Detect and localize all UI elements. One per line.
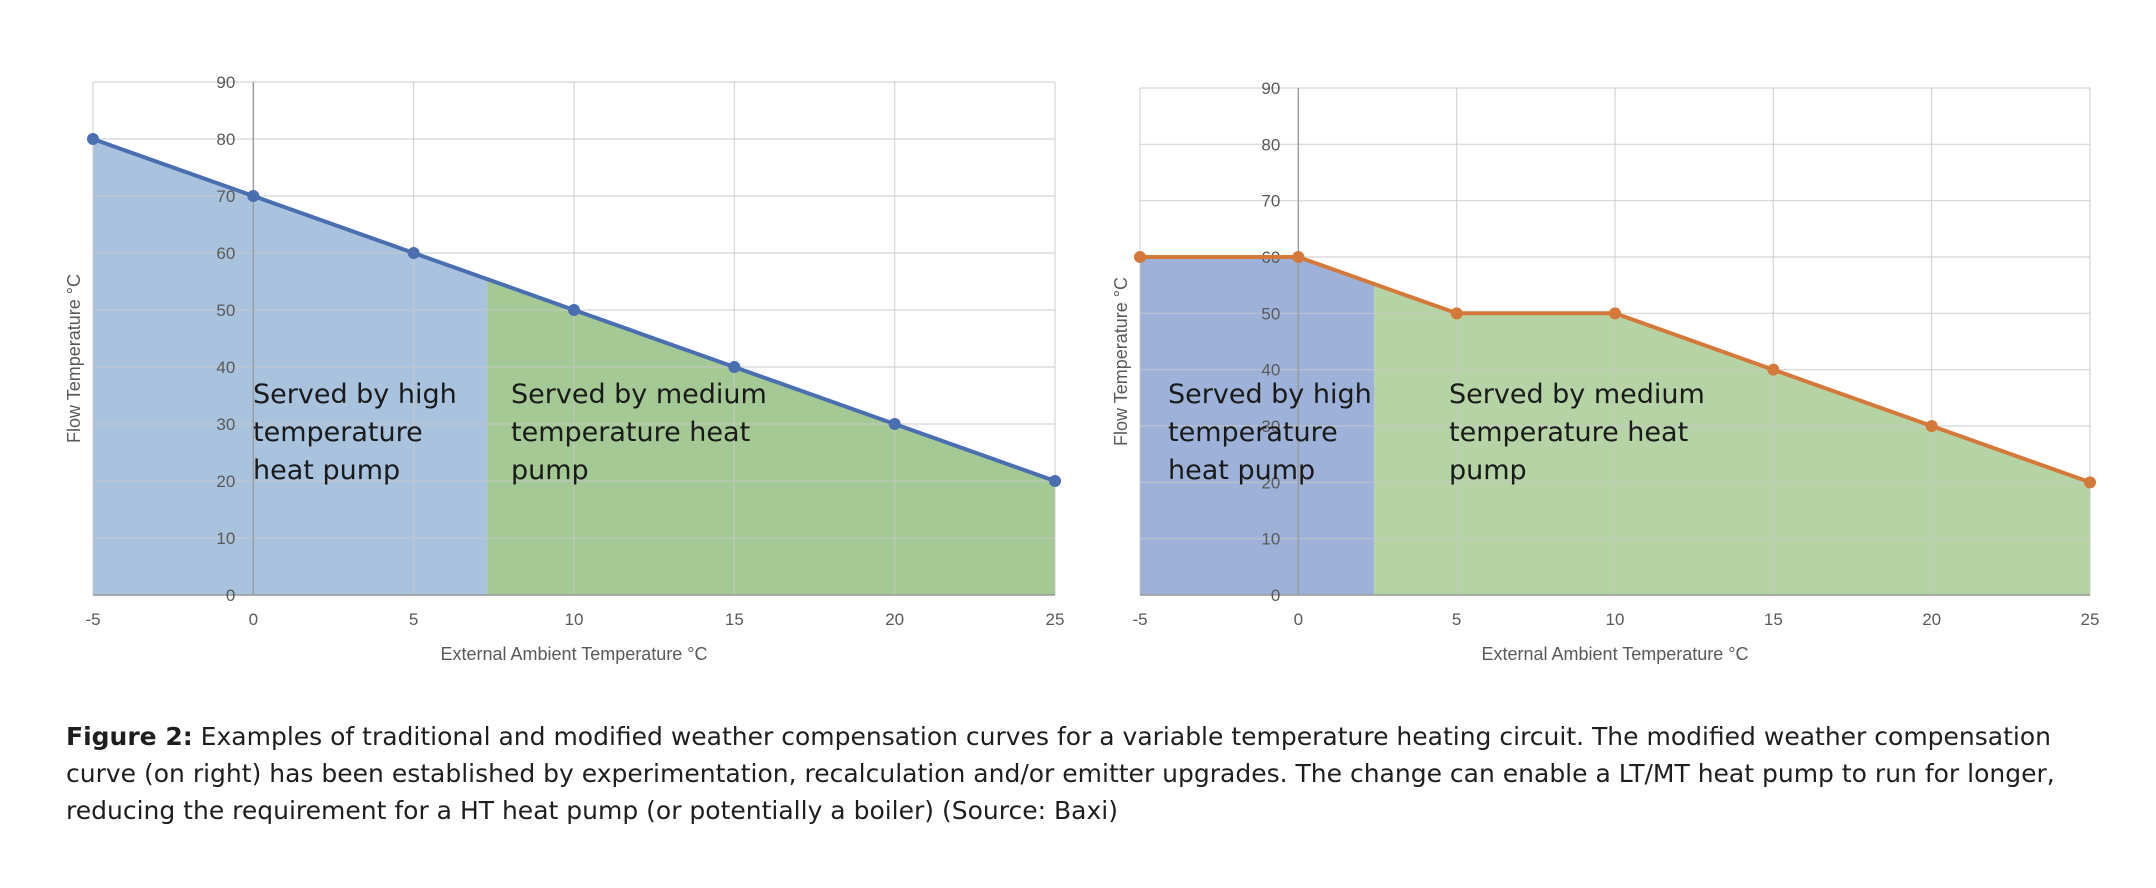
chart-1: 0 10 20 30 40 50 60 70 80 90 -5 0 5 10 15 20 25 External … <box>64 73 1064 664</box>
annotation-line: temperature <box>1168 417 1338 448</box>
y-tick-label: 0 <box>1271 586 1280 605</box>
y-tick-label: 50 <box>216 301 235 320</box>
annotation-medium-temp: Served by medium temperature heat pump <box>511 379 767 486</box>
x-tick-label: -5 <box>1132 610 1147 629</box>
y-tick-label: 30 <box>1261 417 1280 436</box>
x-tick-label: 15 <box>1764 610 1783 629</box>
data-point <box>568 304 580 316</box>
x-tick-label: 20 <box>885 610 904 629</box>
data-point <box>1049 475 1061 487</box>
region-medium-temp-area <box>1374 284 2090 595</box>
y-tick-label: 50 <box>1261 304 1280 323</box>
annotation-line: temperature heat <box>511 417 750 448</box>
caption-text: Examples of traditional and modified wea… <box>66 722 2055 825</box>
region-medium-temp-area <box>487 279 1055 595</box>
data-point <box>87 133 99 145</box>
annotation-medium-temp: Served by medium temperature heat pump <box>1449 379 1705 486</box>
x-tick-label: 0 <box>1294 610 1303 629</box>
y-axis-title: Flow Temperature °C <box>64 274 84 443</box>
data-point <box>247 190 260 202</box>
annotation-line: temperature heat <box>1449 417 1688 448</box>
x-tick-label: 25 <box>2081 610 2100 629</box>
x-tick-label: 5 <box>1452 610 1461 629</box>
y-tick-label: 30 <box>216 415 235 434</box>
y-tick-label: 20 <box>216 472 235 491</box>
data-point <box>1292 251 1305 263</box>
y-tick-label: 10 <box>216 529 235 548</box>
annotation-line: heat pump <box>1168 455 1315 486</box>
data-point <box>2084 476 2096 489</box>
y-axis-title: Flow Temperature °C <box>1111 277 1131 446</box>
figure-caption: Figure 2: Examples of traditional and mo… <box>66 718 2066 829</box>
y-tick-label: 90 <box>1261 79 1280 98</box>
annotation-line: temperature <box>253 417 423 448</box>
x-tick-label: 10 <box>1606 610 1625 629</box>
annotation-line: Served by high <box>253 379 457 410</box>
y-tick-label: 40 <box>1261 361 1280 380</box>
y-tick-label: 60 <box>216 244 235 263</box>
y-tick-label: 0 <box>226 586 235 605</box>
y-tick-label: 20 <box>1261 473 1280 492</box>
x-tick-label: 0 <box>249 610 258 629</box>
y-tick-label: 80 <box>216 130 235 149</box>
data-point <box>728 361 741 373</box>
data-point <box>407 247 420 259</box>
annotation-line: Served by medium <box>1449 379 1705 410</box>
data-point <box>1450 307 1463 320</box>
y-tick-label: 70 <box>216 187 235 206</box>
annotation-line: Served by medium <box>511 379 767 410</box>
data-point <box>1134 251 1146 263</box>
x-tick-label: -5 <box>85 610 100 629</box>
data-point <box>1925 420 1938 432</box>
caption-label: Figure 2: <box>66 722 193 751</box>
data-point <box>1767 363 1780 376</box>
data-point <box>1609 307 1621 320</box>
annotation-line: pump <box>1449 455 1527 486</box>
data-point <box>888 418 901 430</box>
y-tick-label: 40 <box>216 358 235 377</box>
x-tick-label: 20 <box>1922 610 1941 629</box>
y-tick-label: 90 <box>216 73 235 92</box>
x-tick-label: 15 <box>725 610 744 629</box>
x-tick-label: 10 <box>565 610 584 629</box>
x-tick-label: 25 <box>1046 610 1065 629</box>
x-axis-title: External Ambient Temperature °C <box>1482 644 1749 664</box>
annotation-line: pump <box>511 455 589 486</box>
x-axis-title: External Ambient Temperature °C <box>441 644 708 664</box>
annotation-line: heat pump <box>253 455 400 486</box>
y-tick-label: 70 <box>1261 192 1280 211</box>
annotation-line: Served by high <box>1168 379 1372 410</box>
y-tick-label: 10 <box>1261 530 1280 549</box>
annotation-high-temp: Served by high temperature heat pump <box>1168 379 1372 486</box>
x-tick-label: 5 <box>409 610 418 629</box>
y-tick-label: 80 <box>1261 135 1280 154</box>
annotation-high-temp: Served by high temperature heat pump <box>253 379 457 486</box>
